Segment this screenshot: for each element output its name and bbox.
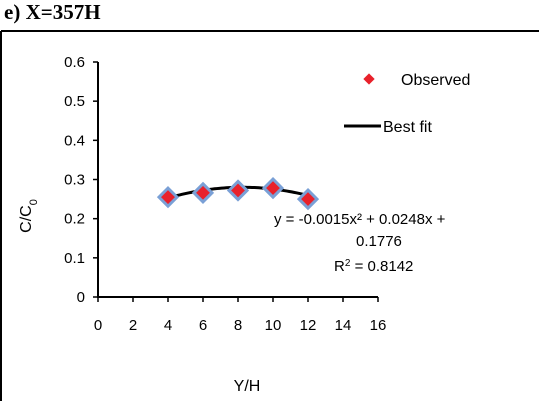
observed-series [156,176,320,211]
equation-line-2: 0.1776 [356,233,402,250]
r-squared: R2 = 0.8142 [334,258,413,276]
y-tick-label: 0.2 [64,211,85,228]
x-tick-label: 14 [335,317,352,334]
y-tick-label: 0.3 [64,172,85,189]
x-tick-label: 12 [300,317,317,334]
tick-labels: 0 0.1 0.2 0.3 0.4 0.5 0.6 0 2 4 6 8 10 12 14 16 [64,54,386,334]
observed-point [191,181,215,204]
x-tick-label: 16 [370,317,387,334]
fit-equation: y = -0.0015x² + 0.0248x + 0.1776 R2 = 0.… [274,211,446,275]
observed-point [156,186,180,209]
x-tick-label: 0 [94,317,102,334]
x-axis-title: Y/H [234,378,261,395]
y-tick-label: 0.5 [64,93,85,110]
x-tick-label: 2 [129,317,137,334]
x-tick-label: 4 [164,317,172,334]
legend: Observed Best fit [344,72,470,136]
axes [93,61,379,302]
legend-observed-label: Observed [401,72,470,89]
observed-point [296,187,320,211]
y-tick-label: 0.4 [64,132,85,149]
observed-point [226,179,250,202]
y-tick-label: 0 [77,289,85,306]
x-tick-label: 10 [265,317,282,334]
y-tick-label: 0.1 [64,250,85,267]
x-tick-label: 6 [199,317,207,334]
y-tick-label: 0.6 [64,54,85,71]
equation-line-1: y = -0.0015x² + 0.0248x + [274,211,446,228]
x-tick-label: 8 [234,317,242,334]
panel-label: e) X=357H [4,0,101,24]
legend-bestfit-label: Best fit [383,119,432,136]
observed-point [261,176,285,200]
legend-observed-marker [363,73,375,85]
y-axis-title: C/C0 [18,199,40,233]
